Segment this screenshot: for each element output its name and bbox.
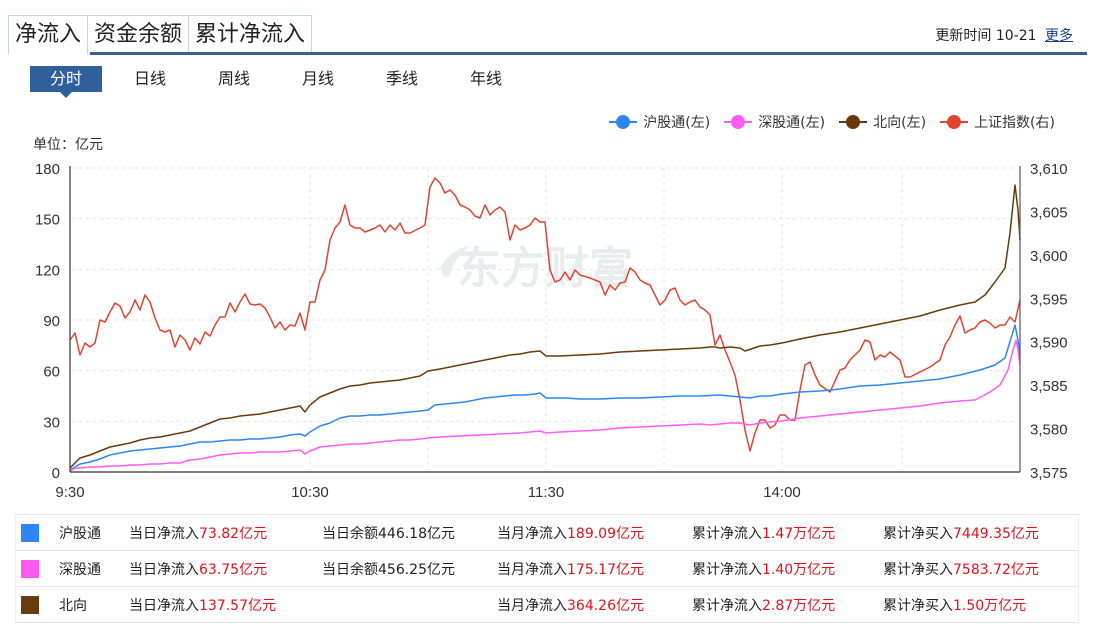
unit-label: 单位：亿元: [33, 137, 103, 153]
grid-lines: [72, 167, 1018, 470]
period-tab-yearly[interactable]: 年线: [469, 69, 502, 88]
day-inflow: 当日净流入73.82亿元: [129, 525, 268, 542]
row-name: 沪股通: [59, 525, 101, 542]
month-inflow: 当月净流入175.17亿元: [497, 561, 644, 578]
row-name: 深股通: [59, 561, 101, 578]
svg-text:3,580: 3,580: [1030, 422, 1068, 439]
svg-text:3,605: 3,605: [1030, 204, 1068, 221]
svg-text:0: 0: [52, 465, 60, 482]
watermark: 东方财富: [457, 243, 633, 294]
svg-text:180: 180: [35, 161, 60, 178]
legend-marker-icon: [609, 115, 638, 129]
period-tab-monthly[interactable]: 月线: [301, 69, 334, 88]
legend-label: 北向(左): [873, 115, 927, 131]
period-tab-quarterly[interactable]: 季线: [385, 69, 418, 88]
month-inflow: 当月净流入364.26亿元: [497, 597, 644, 614]
series-line-sh: [69, 324, 1021, 471]
legend-marker-icon: [724, 115, 753, 129]
svg-text:3,590: 3,590: [1030, 335, 1068, 352]
table-row-north: 北向 当日净流入137.57亿元 当月净流入364.26亿元 累计净流入2.87…: [15, 587, 1079, 623]
legend-label: 上证指数(右): [974, 115, 1055, 131]
legend-label: 深股通(左): [758, 115, 826, 131]
svg-text:9:30: 9:30: [55, 484, 84, 500]
svg-text:3,575: 3,575: [1030, 465, 1068, 482]
legend-marker-icon: [839, 115, 868, 129]
series-line-nb: [69, 184, 1021, 469]
tab-net-inflow[interactable]: 净流入: [8, 15, 89, 54]
chart-legend: 沪股通(左) 深股通(左) 北向(左) 上证指数(右): [595, 112, 1055, 132]
update-date: 10-21: [995, 28, 1037, 44]
main-tabs: 净流入 资金余额 累计净流入: [8, 15, 313, 54]
line-chart[interactable]: 东方财富 0 30 60 90 120 150 180 3,575 3,580 3,585 3,59…: [0, 150, 1093, 500]
svg-text:3,595: 3,595: [1030, 291, 1068, 308]
color-swatch-icon: [21, 559, 39, 578]
svg-text:150: 150: [35, 212, 60, 229]
update-label: 更新时间: [935, 28, 992, 44]
cumulative-inflow: 累计净流入1.40万亿元: [692, 561, 836, 578]
more-link[interactable]: 更多: [1045, 28, 1073, 44]
tab-fund-balance[interactable]: 资金余额: [87, 15, 190, 53]
svg-text:30: 30: [43, 414, 60, 431]
tab-underline: [90, 52, 1087, 55]
month-inflow: 当月净流入189.09亿元: [497, 525, 644, 542]
day-inflow: 当日净流入63.75亿元: [129, 561, 268, 578]
legend-item-sh[interactable]: 沪股通(左): [609, 112, 710, 132]
day-inflow: 当日净流入137.57亿元: [129, 597, 276, 614]
watermark-logo-icon: [440, 246, 470, 277]
svg-text:10:30: 10:30: [291, 484, 329, 500]
update-info: 更新时间 10-21 更多: [935, 25, 1073, 45]
legend-item-index[interactable]: 上证指数(右): [940, 112, 1055, 132]
legend-item-north[interactable]: 北向(左): [839, 112, 926, 132]
day-balance: 当日余额446.18亿元: [322, 525, 455, 542]
legend-label: 沪股通(左): [643, 115, 711, 131]
svg-text:3,600: 3,600: [1030, 248, 1068, 265]
cumulative-buy: 累计净买入7449.35亿元: [883, 525, 1039, 542]
period-tab-weekly[interactable]: 周线: [217, 69, 250, 88]
color-swatch-icon: [21, 523, 39, 542]
svg-text:120: 120: [35, 262, 60, 279]
period-tab-intraday[interactable]: 分时: [30, 66, 102, 98]
period-tabs: 分时 日线 周线 月线 季线 年线: [30, 66, 534, 98]
svg-text:60: 60: [43, 364, 60, 381]
svg-text:90: 90: [43, 313, 60, 330]
summary-table: 沪股通 当日净流入73.82亿元 当日余额446.18亿元 当月净流入189.0…: [15, 514, 1079, 623]
period-tab-daily[interactable]: 日线: [133, 69, 166, 88]
table-row-sh: 沪股通 当日净流入73.82亿元 当日余额446.18亿元 当月净流入189.0…: [15, 515, 1079, 551]
svg-text:11:30: 11:30: [528, 484, 564, 500]
legend-marker-icon: [940, 115, 969, 129]
color-swatch-icon: [21, 595, 39, 614]
axis-ticks: 0 30 60 90 120 150 180 3,575 3,580 3,585 3,590 3,59…: [35, 161, 1068, 500]
table-row-sz: 深股通 当日净流入63.75亿元 当日余额456.25亿元 当月净流入175.1…: [15, 551, 1079, 587]
day-balance: 当日余额456.25亿元: [322, 561, 455, 578]
cumulative-inflow: 累计净流入2.87万亿元: [692, 597, 836, 614]
legend-item-sz[interactable]: 深股通(左): [724, 112, 825, 132]
tab-cumulative-inflow[interactable]: 累计净流入: [188, 15, 313, 53]
cumulative-buy: 累计净买入7583.72亿元: [883, 561, 1039, 578]
svg-text:3,585: 3,585: [1030, 378, 1068, 395]
cumulative-buy: 累计净买入1.50万亿元: [883, 597, 1027, 614]
series-line-idx: [69, 177, 1021, 452]
svg-text:3,610: 3,610: [1030, 161, 1068, 178]
series-line-sz: [69, 339, 1021, 472]
series-lines: [69, 177, 1021, 472]
row-name: 北向: [59, 597, 87, 614]
cumulative-inflow: 累计净流入1.47万亿元: [692, 525, 836, 542]
svg-text:14:00: 14:00: [763, 484, 801, 500]
